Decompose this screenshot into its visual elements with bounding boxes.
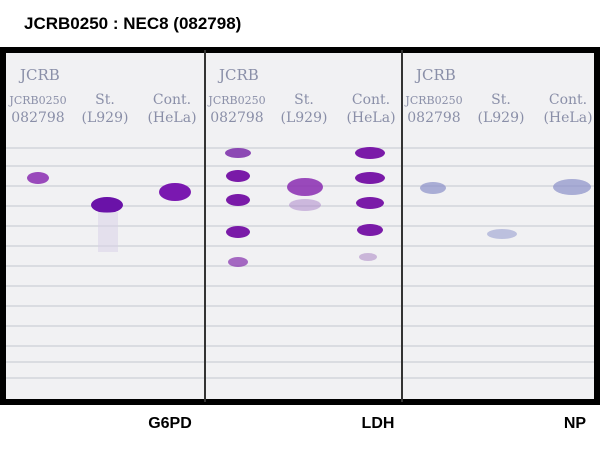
lane-label: Cont. (153, 92, 191, 108)
band (289, 199, 321, 211)
lane-label: 082798 (210, 110, 263, 126)
lane-label: (L929) (478, 110, 525, 126)
lane-label: St. (95, 92, 115, 108)
band (487, 229, 517, 239)
band (553, 179, 591, 195)
band (228, 257, 248, 267)
bands (27, 147, 591, 267)
lane-label: JCRB0250 (8, 94, 66, 107)
lane-label: (L929) (82, 110, 129, 126)
figure-title: JCRB0250 : NEC8 (082798) (24, 14, 241, 33)
lane-label: St. (294, 92, 314, 108)
enzyme-label: G6PD (148, 415, 192, 432)
band (159, 183, 191, 201)
lane-label: (L929) (281, 110, 328, 126)
gel-lines (6, 147, 594, 379)
panel-header: JCRB (18, 66, 60, 84)
band (27, 172, 49, 184)
lane-label: (HeLa) (543, 110, 592, 126)
smear (98, 212, 118, 252)
band (91, 197, 123, 213)
lane-label: (HeLa) (147, 110, 196, 126)
lane-label: JCRB0250 (404, 94, 462, 107)
band (226, 194, 250, 206)
lane-label: 082798 (11, 110, 64, 126)
lane-label: (HeLa) (346, 110, 395, 126)
band (355, 147, 385, 159)
band (420, 182, 446, 194)
band (287, 178, 323, 196)
band (359, 253, 377, 261)
enzyme-label: NP (564, 415, 587, 432)
band (356, 197, 384, 209)
band (225, 148, 251, 158)
band (226, 226, 250, 238)
lane-label: St. (491, 92, 511, 108)
lane-label: Cont. (549, 92, 587, 108)
panel-header: JCRB (414, 66, 456, 84)
lane-label: JCRB0250 (207, 94, 265, 107)
panel-header: JCRB (217, 66, 259, 84)
labels: JCRB JCRB0250 082798 St. (L929) Cont. (HeLa) G6… (8, 66, 592, 432)
band (355, 172, 385, 184)
lane-label: 082798 (407, 110, 460, 126)
band (357, 224, 383, 236)
band (226, 170, 250, 182)
enzyme-label: LDH (362, 415, 395, 432)
lane-label: Cont. (352, 92, 390, 108)
